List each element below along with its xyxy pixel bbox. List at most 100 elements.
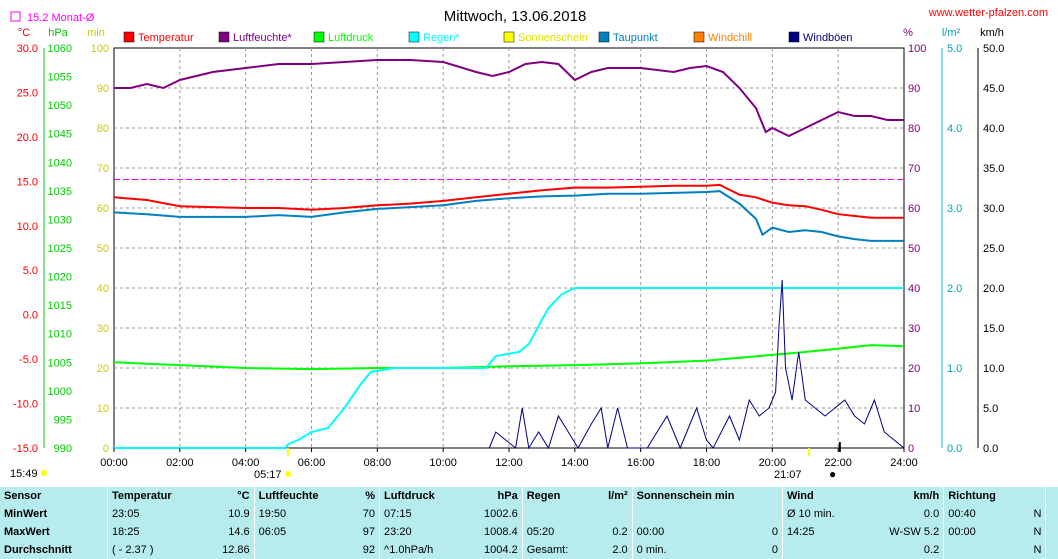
pressure-unit-label: hPa [48, 27, 68, 39]
sun-time: 00:00 [631, 523, 742, 541]
minutes-unit-label: min [87, 27, 105, 39]
rain-tick-label: 4.0 [947, 123, 962, 135]
rain-tick-label: 1.0 [947, 363, 962, 375]
sun-time [631, 505, 742, 523]
hum-value: 92 [362, 544, 376, 556]
wind-time: 14:25 [781, 523, 862, 541]
pressure-unit-header: hPa [497, 490, 518, 502]
percent-tick-label: 50 [908, 243, 920, 255]
sunset-time: 21:07 [774, 469, 802, 481]
wind-time: Ø 10 min. [781, 505, 862, 523]
row-label: MaxWert [4, 526, 50, 538]
direction-spacer [1023, 487, 1046, 505]
temp-tick-label: 30.0 [17, 43, 38, 55]
wind-value: W-SW 5.2 [889, 526, 940, 538]
press-value: 1008.4 [484, 526, 518, 538]
stats-empty-cell [1045, 505, 1058, 523]
axes: 30.0 25.0 20.0 15.0 10.0 5.0 0.0 -5.0 -10.0 -15.0… [13, 43, 1005, 469]
percent-tick-label: 80 [908, 123, 920, 135]
wind-tick-label: 30.0 [983, 203, 1004, 215]
wind-tick-label: 40.0 [983, 123, 1004, 135]
minutes-tick-label: 100 [91, 43, 109, 55]
pressure-tick-label: 1025 [48, 243, 72, 255]
legend-label: Taupunkt [613, 32, 658, 44]
month-average-legend-swatch [10, 11, 21, 22]
pressure-tick-label: 1045 [48, 129, 72, 141]
pressure-tick-label: 1000 [48, 386, 72, 398]
wind-header: Wind [781, 487, 862, 505]
stats-header-row: Sensor Temperatur °C Luftfeuchte % Luftd… [0, 487, 1058, 505]
legend-swatch [408, 31, 420, 43]
rain-unit-header: l/m² [608, 490, 628, 502]
time-tick-label: 04:00 [232, 457, 260, 469]
moon-icon: ● [829, 467, 836, 481]
wind-tick-label: 20.0 [983, 283, 1004, 295]
legend-swatch [313, 31, 325, 43]
wind-tick-label: 45.0 [983, 83, 1004, 95]
wind-tick-label: 35.0 [983, 163, 1004, 175]
temp-tick-label: 10.0 [17, 221, 38, 233]
dir-value: N [1033, 544, 1042, 556]
sunrise-icon [285, 471, 291, 477]
minutes-tick-label: 30 [97, 323, 109, 335]
legend: Temperatur Luftfeuchte* Luftdruck Regen* Son… [123, 31, 853, 44]
minutes-tick-label: 0 [103, 443, 109, 455]
month-average-label: 15.2 Monat-Ø [27, 12, 95, 24]
rain-time: 05:20 [521, 523, 593, 541]
time-tick-label: 16:00 [627, 457, 655, 469]
legend-label: Sonnenschein [518, 32, 588, 44]
temp-tick-label: -5.0 [19, 354, 38, 366]
time-tick-label: 00:00 [100, 457, 128, 469]
wind-unit-header: km/h [913, 490, 940, 502]
time-tick-label: 02:00 [166, 457, 194, 469]
legend-label: Windchill [708, 32, 752, 44]
rain-tick-label: 0.0 [947, 443, 962, 455]
temp-value: 12.86 [222, 544, 250, 556]
wind-value: 0.0 [923, 508, 940, 520]
sunshine-header: Sonnenschein min [631, 487, 783, 505]
press-time: 07:15 [379, 505, 463, 523]
wind-value: 0.2 [923, 544, 940, 556]
series-lines [113, 59, 905, 450]
wind-tick-label: 0.0 [983, 443, 998, 455]
pressure-tick-label: 1020 [48, 272, 72, 284]
pressure-tick-label: 1040 [48, 157, 72, 169]
stats-row-max: MaxWert 18:25 14.6 06:05 97 23:20 1008.4… [0, 523, 1058, 541]
site-link[interactable]: www.wetter-pfalzen.com [928, 7, 1048, 19]
temperature-unit-header: °C [237, 490, 250, 502]
temp-tick-label: 0.0 [23, 310, 38, 322]
legend-swatch [693, 31, 705, 43]
series-line-taupunkt [113, 190, 904, 242]
series-line-luftdruck [113, 344, 905, 371]
temp-value: 14.6 [228, 526, 250, 538]
pressure-tick-label: 1015 [48, 300, 72, 312]
hum-time [253, 541, 351, 559]
minutes-tick-label: 50 [97, 243, 109, 255]
wind-unit-label: km/h [980, 27, 1004, 39]
sun-markers [286, 442, 841, 456]
hum-value: 70 [362, 508, 376, 520]
chart-title: Mittwoch, 13.06.2018 [444, 8, 587, 25]
rain-unit-label: l/m² [942, 27, 961, 39]
minutes-tick-label: 20 [97, 363, 109, 375]
percent-unit-label: % [903, 27, 913, 39]
wind-time [781, 541, 862, 559]
rain-value: 0.2 [612, 526, 628, 538]
legend-swatch [123, 31, 135, 43]
hum-value: 97 [362, 526, 376, 538]
legend-swatch [503, 31, 515, 43]
grid [114, 48, 904, 448]
statistics-table: Sensor Temperatur °C Luftfeuchte % Luftd… [0, 487, 1058, 559]
rain-header: Regen [521, 487, 593, 505]
temp-unit-label: °C [18, 27, 30, 39]
series-line-temperatur [113, 183, 904, 219]
stats-row-min: MinWert 23:05 10.9 19:50 70 07:15 1002.6… [0, 505, 1058, 523]
percent-tick-label: 20 [908, 363, 920, 375]
minutes-tick-label: 40 [97, 283, 109, 295]
legend-swatch [788, 31, 800, 43]
percent-tick-label: 90 [908, 83, 920, 95]
time-tick-label: 06:00 [298, 457, 326, 469]
pressure-tick-label: 1060 [48, 43, 72, 55]
time-tick-label: 18:00 [693, 457, 721, 469]
minutes-tick-label: 80 [97, 123, 109, 135]
